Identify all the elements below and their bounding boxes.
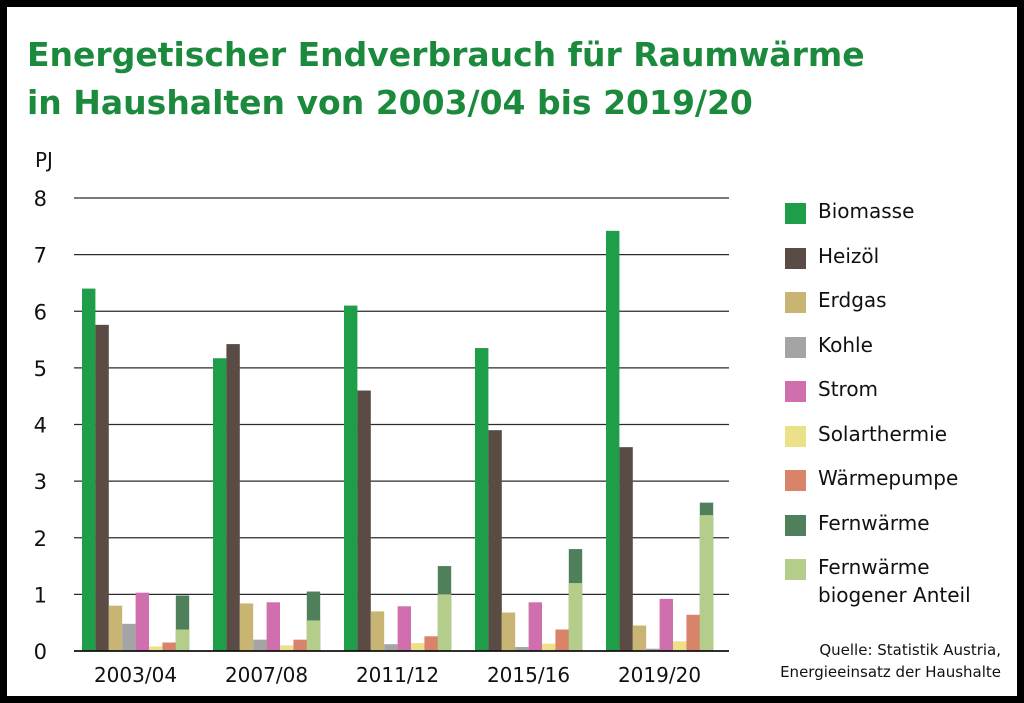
- bars: [82, 230, 714, 651]
- legend-item: Strom: [785, 375, 1015, 420]
- bar-erdgas-2015/16: [501, 612, 516, 651]
- bar-strom-2011/12: [397, 606, 411, 651]
- x-tick-label: 2019/20: [618, 663, 701, 687]
- chart-title: Energetischer Endverbrauch für Raumwärme…: [27, 31, 927, 127]
- bar-heizöl-2011/12: [357, 390, 371, 651]
- bar-strom-2015/16: [528, 602, 542, 651]
- legend-item: Erdgas: [785, 286, 1015, 331]
- legend-label: Solarthermie: [818, 421, 948, 446]
- bar-kohle-2019/20: [646, 648, 660, 651]
- legend-label: Fernwärme: [818, 510, 930, 535]
- bar-biomasse-2007/08: [213, 358, 227, 651]
- legend-swatch: [785, 381, 806, 402]
- bar-kohle-2011/12: [384, 644, 398, 651]
- bar-strom-2003/04: [135, 592, 149, 651]
- bar-solarthermie-2003/04: [149, 646, 163, 651]
- legend-label: Fernwärme biogener Anteil: [818, 555, 971, 607]
- legend: Biomasse Heizöl Erdgas Kohle Strom Solartherm…: [785, 197, 1015, 607]
- legend-item: Biomasse: [785, 197, 1015, 242]
- source-note: Quelle: Statistik Austria, Energieeinsat…: [780, 639, 1001, 683]
- legend-swatch: [785, 203, 806, 224]
- bar-wärmepumpe-2011/12: [424, 636, 438, 651]
- x-tick-label: 2007/08: [225, 663, 308, 687]
- legend-item: Wärmepumpe: [785, 464, 1015, 509]
- legend-swatch: [785, 336, 806, 358]
- legend-swatch: [785, 247, 806, 269]
- bar-fernwaerme-biogen-2011/12: [437, 594, 452, 651]
- bar-strom-2019/20: [659, 598, 673, 651]
- y-axis-unit-label: PJ: [35, 148, 53, 172]
- bar-kohle-2007/08: [253, 639, 267, 651]
- legend-item: Solarthermie: [785, 420, 1015, 465]
- bar-biomasse-2003/04: [82, 288, 96, 651]
- legend-label: Kohle: [818, 332, 873, 357]
- y-tick-label: 4: [34, 414, 47, 438]
- axes: 0 1 2 3 4 5 6 7 8 2003/04 2007/08 2011/12 2015/16 201…: [34, 187, 729, 687]
- bar-chart: 0 1 2 3 4 5 6 7 8 2003/04 2007/08 2011/12 2015/16 201…: [34, 148, 729, 687]
- legend-item: Fernwärme biogener Anteil: [785, 553, 1015, 607]
- chart-frame: Energetischer Endverbrauch für Raumwärme…: [7, 7, 1017, 696]
- bar-solarthermie-2015/16: [542, 643, 556, 651]
- y-tick-label: 3: [34, 470, 47, 494]
- y-tick-label: 0: [34, 640, 47, 664]
- legend-label: Biomasse: [818, 199, 915, 223]
- bar-kohle-2003/04: [122, 623, 136, 651]
- x-tick-label: 2003/04: [94, 663, 177, 687]
- bar-solarthermie-2019/20: [673, 641, 687, 651]
- bar-kohle-2015/16: [515, 647, 529, 651]
- source-line1: Quelle: Statistik Austria,: [819, 641, 1001, 659]
- bar-strom-2007/08: [266, 602, 280, 651]
- y-tick-label: 7: [34, 244, 47, 268]
- legend-item: Heizöl: [785, 242, 1015, 287]
- bar-erdgas-2003/04: [108, 605, 123, 651]
- bar-biomasse-2011/12: [344, 305, 358, 651]
- x-tick-label: 2015/16: [487, 663, 570, 687]
- y-tick-label: 8: [34, 187, 47, 211]
- source-line2: Energieeinsatz der Haushalte: [780, 663, 1001, 681]
- bar-fernwaerme-biogen-2003/04: [175, 629, 190, 651]
- bar-fernwaerme-biogen-2007/08: [306, 620, 321, 651]
- bar-heizöl-2007/08: [226, 344, 240, 651]
- bar-solarthermie-2011/12: [411, 643, 425, 651]
- bar-fernwaerme-biogen-2015/16: [568, 583, 583, 651]
- legend-label: Heizöl: [818, 243, 880, 268]
- y-tick-label: 5: [34, 357, 47, 381]
- legend-swatch: [785, 514, 806, 536]
- grid-lines: [74, 197, 729, 596]
- bar-wärmepumpe-2003/04: [162, 642, 176, 651]
- bar-erdgas-2011/12: [370, 611, 385, 651]
- y-tick-label: 6: [34, 300, 47, 324]
- bar-heizöl-2015/16: [488, 430, 502, 651]
- bar-erdgas-2007/08: [239, 603, 254, 651]
- chart-title-line2: in Haushalten von 2003/04 bis 2019/20: [27, 83, 753, 122]
- bar-heizöl-2003/04: [95, 324, 109, 651]
- legend-label: Erdgas: [818, 288, 887, 312]
- chart-title-line1: Energetischer Endverbrauch für Raumwärme: [27, 35, 865, 74]
- bar-biomasse-2015/16: [475, 348, 489, 651]
- legend-swatch: [785, 559, 806, 580]
- bar-erdgas-2019/20: [632, 625, 647, 651]
- legend-swatch: [785, 470, 806, 491]
- bar-wärmepumpe-2007/08: [293, 639, 307, 651]
- legend-swatch: [785, 292, 806, 313]
- legend-swatch: [785, 425, 806, 447]
- legend-label: Strom: [818, 377, 879, 401]
- bar-solarthermie-2007/08: [280, 645, 294, 651]
- legend-item: Fernwärme: [785, 509, 1015, 554]
- bar-wärmepumpe-2015/16: [555, 629, 569, 651]
- bar-wärmepumpe-2019/20: [686, 614, 700, 651]
- bar-biomasse-2019/20: [606, 230, 620, 651]
- bar-fernwaerme-biogen-2019/20: [699, 515, 714, 651]
- y-tick-label: 2: [34, 527, 47, 551]
- x-tick-label: 2011/12: [356, 663, 439, 687]
- y-tick-label: 1: [34, 583, 47, 607]
- legend-label: Wärmepumpe: [818, 466, 959, 490]
- legend-item: Kohle: [785, 331, 1015, 376]
- bar-heizöl-2019/20: [619, 447, 633, 651]
